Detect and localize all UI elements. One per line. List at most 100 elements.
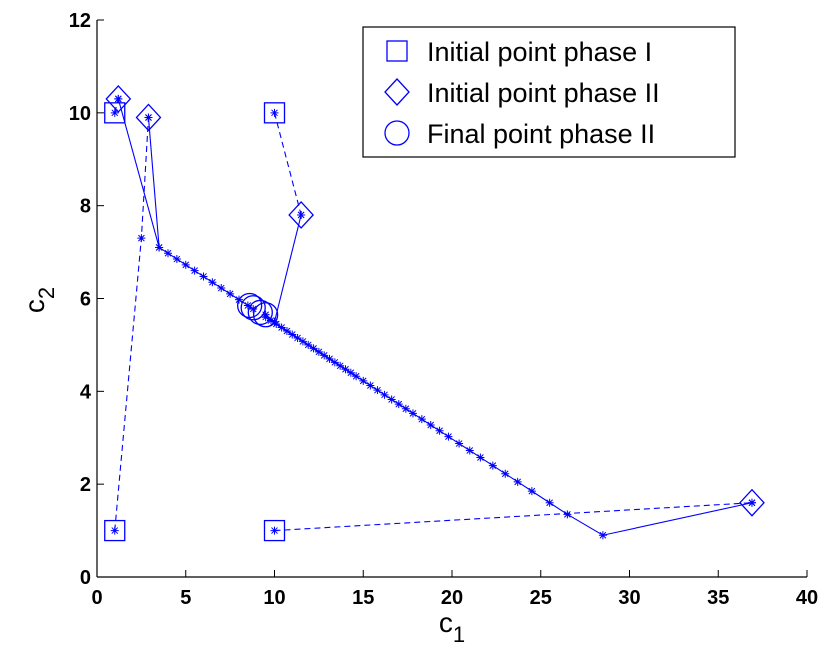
x-tick-label: 5: [180, 587, 191, 609]
x-tick-label: 0: [91, 587, 102, 609]
asterisk: [366, 381, 375, 390]
diamond-marker: [739, 488, 765, 517]
asterisk: [190, 266, 199, 275]
asterisk: [346, 368, 355, 377]
asterisk: [243, 301, 252, 310]
trajectory: [114, 98, 119, 113]
x-tick-label: 20: [441, 587, 463, 609]
x-tick-label: 10: [263, 587, 285, 609]
asterisk: [261, 313, 270, 322]
asterisk: [444, 432, 453, 441]
asterisk: [282, 326, 291, 335]
asterisk: [110, 108, 119, 117]
asterisk: [155, 243, 164, 252]
asterisk: [501, 469, 510, 478]
y-tick-label: 8: [80, 196, 91, 218]
legend-label: Final point phase II: [427, 119, 655, 149]
asterisk: [435, 426, 444, 435]
asterisk: [465, 446, 474, 455]
diamond-marker: [135, 103, 162, 132]
trajectory: [265, 316, 753, 536]
square-marker: [386, 40, 408, 62]
square-marker: [104, 102, 126, 124]
legend-box: [362, 26, 736, 158]
x-tick-label: 15: [352, 587, 374, 609]
asterisk: [598, 531, 607, 540]
asterisk: [330, 358, 339, 367]
asterisk: [226, 289, 235, 298]
asterisk: [309, 344, 318, 353]
square-marker: [263, 102, 286, 124]
asterisk: [563, 510, 572, 519]
asterisk: [110, 526, 119, 535]
asterisk: [114, 94, 123, 103]
legend-label: Initial point phase II: [427, 78, 660, 108]
y-tick-label: 6: [80, 289, 91, 311]
diamond-marker: [288, 200, 315, 229]
y-tick-label: 12: [69, 10, 91, 32]
asterisk: [272, 320, 281, 329]
circle-marker: [240, 295, 266, 321]
asterisk: [325, 354, 334, 363]
asterisk: [320, 351, 329, 360]
asterisk: [304, 340, 313, 349]
asterisk: [298, 337, 307, 346]
asterisk: [527, 487, 536, 496]
asterisk: [288, 330, 297, 339]
circle-marker: [384, 120, 410, 146]
asterisk: [277, 323, 286, 332]
asterisk: [545, 498, 554, 507]
x-tick-label: 40: [796, 587, 818, 609]
x-tick-label: 30: [618, 587, 640, 609]
trajectory: [147, 117, 160, 248]
trajectory: [273, 112, 302, 216]
diamond-marker: [105, 84, 132, 113]
circle-marker: [247, 299, 273, 326]
asterisk: [172, 255, 181, 264]
y-axis-label: c2: [19, 287, 59, 313]
trajectory: [274, 502, 753, 532]
asterisk: [266, 316, 275, 325]
asterisk: [314, 347, 323, 356]
y-tick-label: 0: [80, 567, 91, 589]
asterisk: [341, 365, 350, 374]
y-tick-label: 4: [80, 381, 92, 403]
asterisk: [181, 260, 190, 269]
asterisk: [387, 395, 396, 404]
asterisk: [293, 333, 302, 342]
asterisk: [747, 498, 756, 507]
y-tick-label: 2: [80, 474, 91, 496]
x-tick-label: 35: [707, 587, 729, 609]
square-marker: [104, 519, 126, 542]
asterisk: [352, 372, 361, 381]
asterisk: [401, 404, 410, 413]
x-axis-label: c1: [439, 607, 465, 647]
asterisk: [208, 278, 217, 287]
x-tick-label: 25: [530, 587, 552, 609]
asterisk: [144, 113, 153, 122]
asterisk: [270, 526, 279, 535]
asterisk: [513, 477, 522, 486]
asterisk: [426, 420, 435, 429]
circle-marker: [252, 302, 279, 328]
asterisk: [249, 304, 258, 313]
asterisk: [380, 390, 389, 399]
trajectory: [114, 117, 150, 531]
asterisk: [297, 210, 306, 219]
asterisk: [408, 409, 417, 418]
asterisk: [199, 272, 208, 281]
asterisk: [359, 376, 368, 385]
asterisk: [488, 461, 497, 470]
asterisk: [336, 361, 345, 370]
square-marker: [263, 519, 286, 542]
asterisk: [270, 108, 279, 117]
asterisk: [217, 284, 226, 293]
trajectory: [117, 98, 254, 310]
asterisk: [373, 386, 382, 395]
asterisk: [137, 234, 146, 243]
asterisk: [164, 249, 172, 258]
diamond-marker: [384, 78, 410, 106]
asterisk: [455, 439, 464, 448]
legend-label: Initial point phase I: [427, 37, 652, 67]
